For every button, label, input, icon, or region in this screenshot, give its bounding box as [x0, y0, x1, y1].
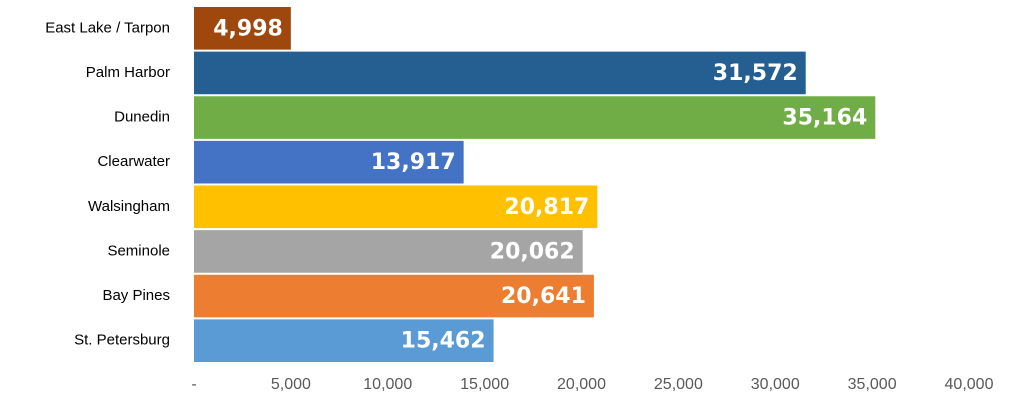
value-label: 20,062 — [490, 239, 575, 264]
y-tick-label: Bay Pines — [102, 287, 170, 304]
value-label: 4,998 — [213, 16, 283, 41]
y-tick-label: Seminole — [107, 242, 170, 259]
x-tick-label: 35,000 — [848, 376, 897, 393]
y-tick-label: St. Petersburg — [74, 332, 170, 349]
value-label: 13,917 — [371, 150, 456, 175]
bar — [194, 96, 876, 139]
y-tick-label: Dunedin — [114, 109, 170, 126]
y-tick-label: Palm Harbor — [86, 64, 170, 81]
value-label: 35,164 — [782, 106, 867, 131]
y-tick-label: East Lake / Tarpon — [45, 19, 170, 36]
x-tick-label: 30,000 — [751, 376, 800, 393]
bar — [194, 319, 494, 362]
bar — [194, 274, 594, 318]
value-label: 20,817 — [504, 195, 589, 220]
y-tick-label: Clearwater — [97, 153, 170, 170]
x-tick-label: 5,000 — [271, 376, 311, 393]
bar — [194, 7, 291, 50]
value-label: 31,572 — [713, 61, 798, 86]
x-tick-label: 25,000 — [654, 376, 703, 393]
bar — [194, 230, 583, 273]
value-label: 20,641 — [501, 284, 586, 309]
bar — [194, 51, 806, 95]
y-tick-label: Walsingham — [88, 198, 170, 215]
x-tick-label: - — [191, 376, 196, 393]
x-tick-label: 10,000 — [363, 376, 412, 393]
bar — [194, 140, 464, 184]
x-tick-label: 40,000 — [945, 376, 994, 393]
value-label: 15,462 — [401, 329, 486, 354]
x-tick-label: 20,000 — [557, 376, 606, 393]
bar — [194, 185, 598, 229]
x-tick-label: 15,000 — [460, 376, 509, 393]
